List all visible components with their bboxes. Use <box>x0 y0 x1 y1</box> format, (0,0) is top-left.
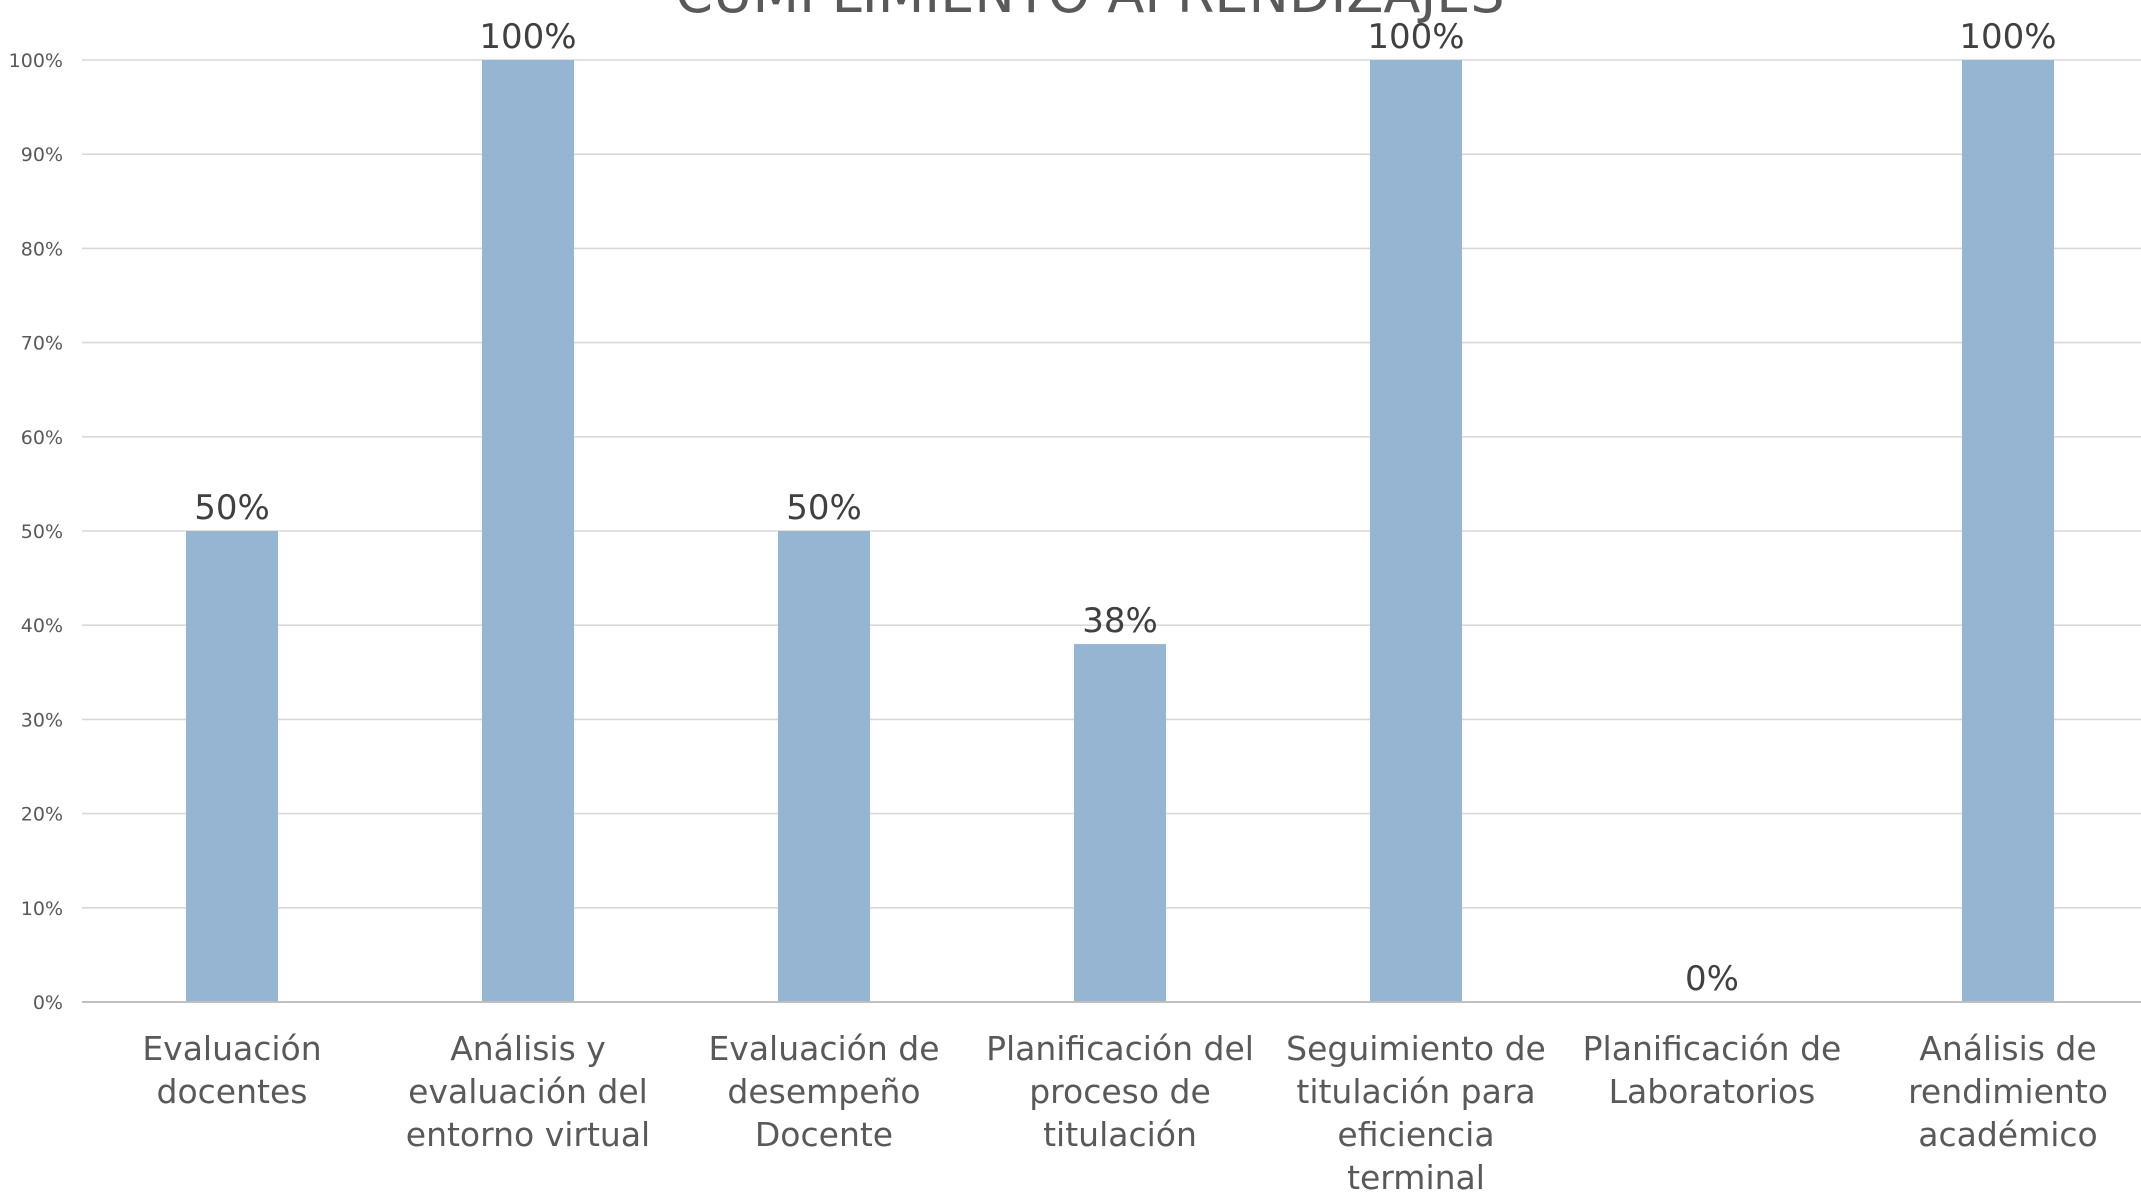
y-tick-label: 10% <box>21 898 63 920</box>
y-tick-label: 40% <box>21 615 63 637</box>
category-label-line: docentes <box>157 1072 308 1111</box>
category-label-line: terminal <box>1347 1158 1485 1195</box>
data-label: 100% <box>1367 17 1464 57</box>
y-axis-tick-labels: 0% 10% 20% 30% 40% 50% 60% 70% 80% 90% 100% <box>9 50 63 1014</box>
category-label-line: proceso de <box>1029 1072 1211 1111</box>
category-label-line: titulación <box>1043 1115 1197 1154</box>
category-label-line: Análisis y <box>450 1029 606 1068</box>
category-label-line: Laboratorios <box>1609 1072 1816 1111</box>
category-label-line: Docente <box>755 1115 893 1154</box>
category-label-line: evaluación del <box>408 1072 648 1111</box>
category-label-line: académico <box>1918 1115 2098 1154</box>
y-tick-label: 30% <box>21 709 63 731</box>
category-label-line: Evaluación de <box>708 1029 939 1068</box>
y-tick-label: 20% <box>21 804 63 826</box>
bars <box>186 60 2054 1002</box>
data-label: 100% <box>479 17 576 57</box>
category-label-line: Análisis de <box>1919 1029 2096 1068</box>
category-label: Planificación de Laboratorios <box>1583 1029 1842 1111</box>
bar <box>1074 644 1166 1002</box>
category-label: Evaluación de desempeño Docente <box>708 1029 939 1154</box>
bar <box>482 60 574 1002</box>
category-label-line: Planificación de <box>1583 1029 1842 1068</box>
category-label: Seguimiento de titulación para eficiencia t… <box>1286 1029 1546 1195</box>
data-label: 50% <box>194 488 270 528</box>
category-label-line: entorno virtual <box>406 1115 650 1154</box>
y-tick-label: 50% <box>21 521 63 543</box>
category-label: Planificación del proceso de titulación <box>986 1029 1254 1154</box>
y-tick-label: 70% <box>21 333 63 355</box>
bar <box>778 531 870 1002</box>
category-label: Análisis y evaluación del entorno virtual <box>406 1029 650 1154</box>
data-label: 0% <box>1685 959 1739 999</box>
data-label: 38% <box>1082 601 1158 641</box>
y-tick-label: 80% <box>21 238 63 260</box>
category-label-line: rendimiento <box>1908 1072 2108 1111</box>
category-label-line: desempeño <box>727 1072 920 1111</box>
category-label: Análisis de rendimiento académico <box>1908 1029 2108 1154</box>
category-label-line: eficiencia <box>1337 1115 1494 1154</box>
category-label-line: titulación para <box>1296 1072 1535 1111</box>
y-tick-label: 60% <box>21 427 63 449</box>
category-label-line: Evaluación <box>142 1029 321 1068</box>
category-label-line: Planificación del <box>986 1029 1254 1068</box>
y-tick-label: 100% <box>9 50 63 72</box>
category-label-line: Seguimiento de <box>1286 1029 1546 1068</box>
chart-title: CUMPLIMIENTO APRENDIZAJES <box>675 0 1504 25</box>
data-labels: 50% 100% 50% 38% 100% 0% 100% <box>194 17 2056 999</box>
category-label: Evaluación docentes <box>142 1029 321 1111</box>
y-tick-label: 90% <box>21 144 63 166</box>
y-tick-label: 0% <box>33 992 63 1014</box>
gridlines <box>82 59 2141 909</box>
bar <box>1370 60 1462 1002</box>
bar <box>186 531 278 1002</box>
data-label: 100% <box>1959 17 2056 57</box>
category-labels: Evaluación docentes Análisis y evaluación d… <box>142 1029 2108 1195</box>
data-label: 50% <box>786 488 862 528</box>
bar <box>1962 60 2054 1002</box>
